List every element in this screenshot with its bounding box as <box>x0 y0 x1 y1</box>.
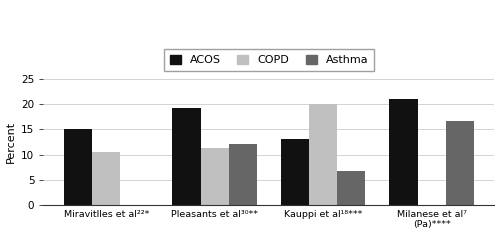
Bar <box>172 108 201 205</box>
Bar <box>338 171 365 205</box>
Bar <box>309 104 338 205</box>
Bar <box>229 144 257 205</box>
Bar <box>64 129 92 205</box>
Y-axis label: Percent: Percent <box>6 121 16 163</box>
Bar <box>92 152 120 205</box>
Bar <box>390 99 417 205</box>
Bar <box>446 121 474 205</box>
Legend: ACOS, COPD, Asthma: ACOS, COPD, Asthma <box>164 49 374 70</box>
Bar <box>200 148 229 205</box>
Bar <box>281 140 309 205</box>
